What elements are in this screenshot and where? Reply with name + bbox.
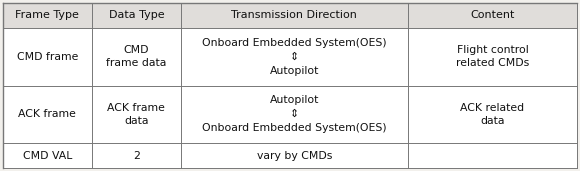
Text: 2: 2 — [133, 151, 140, 161]
Text: Transmission Direction: Transmission Direction — [231, 10, 357, 20]
Text: CMD VAL: CMD VAL — [23, 151, 72, 161]
Text: ACK related
data: ACK related data — [461, 103, 524, 126]
Text: CMD
frame data: CMD frame data — [106, 45, 166, 68]
Text: Autopilot
⇕
Onboard Embedded System(OES): Autopilot ⇕ Onboard Embedded System(OES) — [202, 95, 387, 133]
Bar — [3, 3, 577, 28]
Text: Data Type: Data Type — [108, 10, 164, 20]
Text: vary by CMDs: vary by CMDs — [256, 151, 332, 161]
Text: CMD frame: CMD frame — [17, 52, 78, 62]
Text: ACK frame: ACK frame — [19, 109, 77, 119]
Text: Frame Type: Frame Type — [16, 10, 79, 20]
Text: Onboard Embedded System(OES)
⇕
Autopilot: Onboard Embedded System(OES) ⇕ Autopilot — [202, 38, 387, 76]
Text: ACK frame
data: ACK frame data — [107, 103, 165, 126]
Text: Flight control
related CMDs: Flight control related CMDs — [456, 45, 529, 68]
Text: Content: Content — [470, 10, 514, 20]
